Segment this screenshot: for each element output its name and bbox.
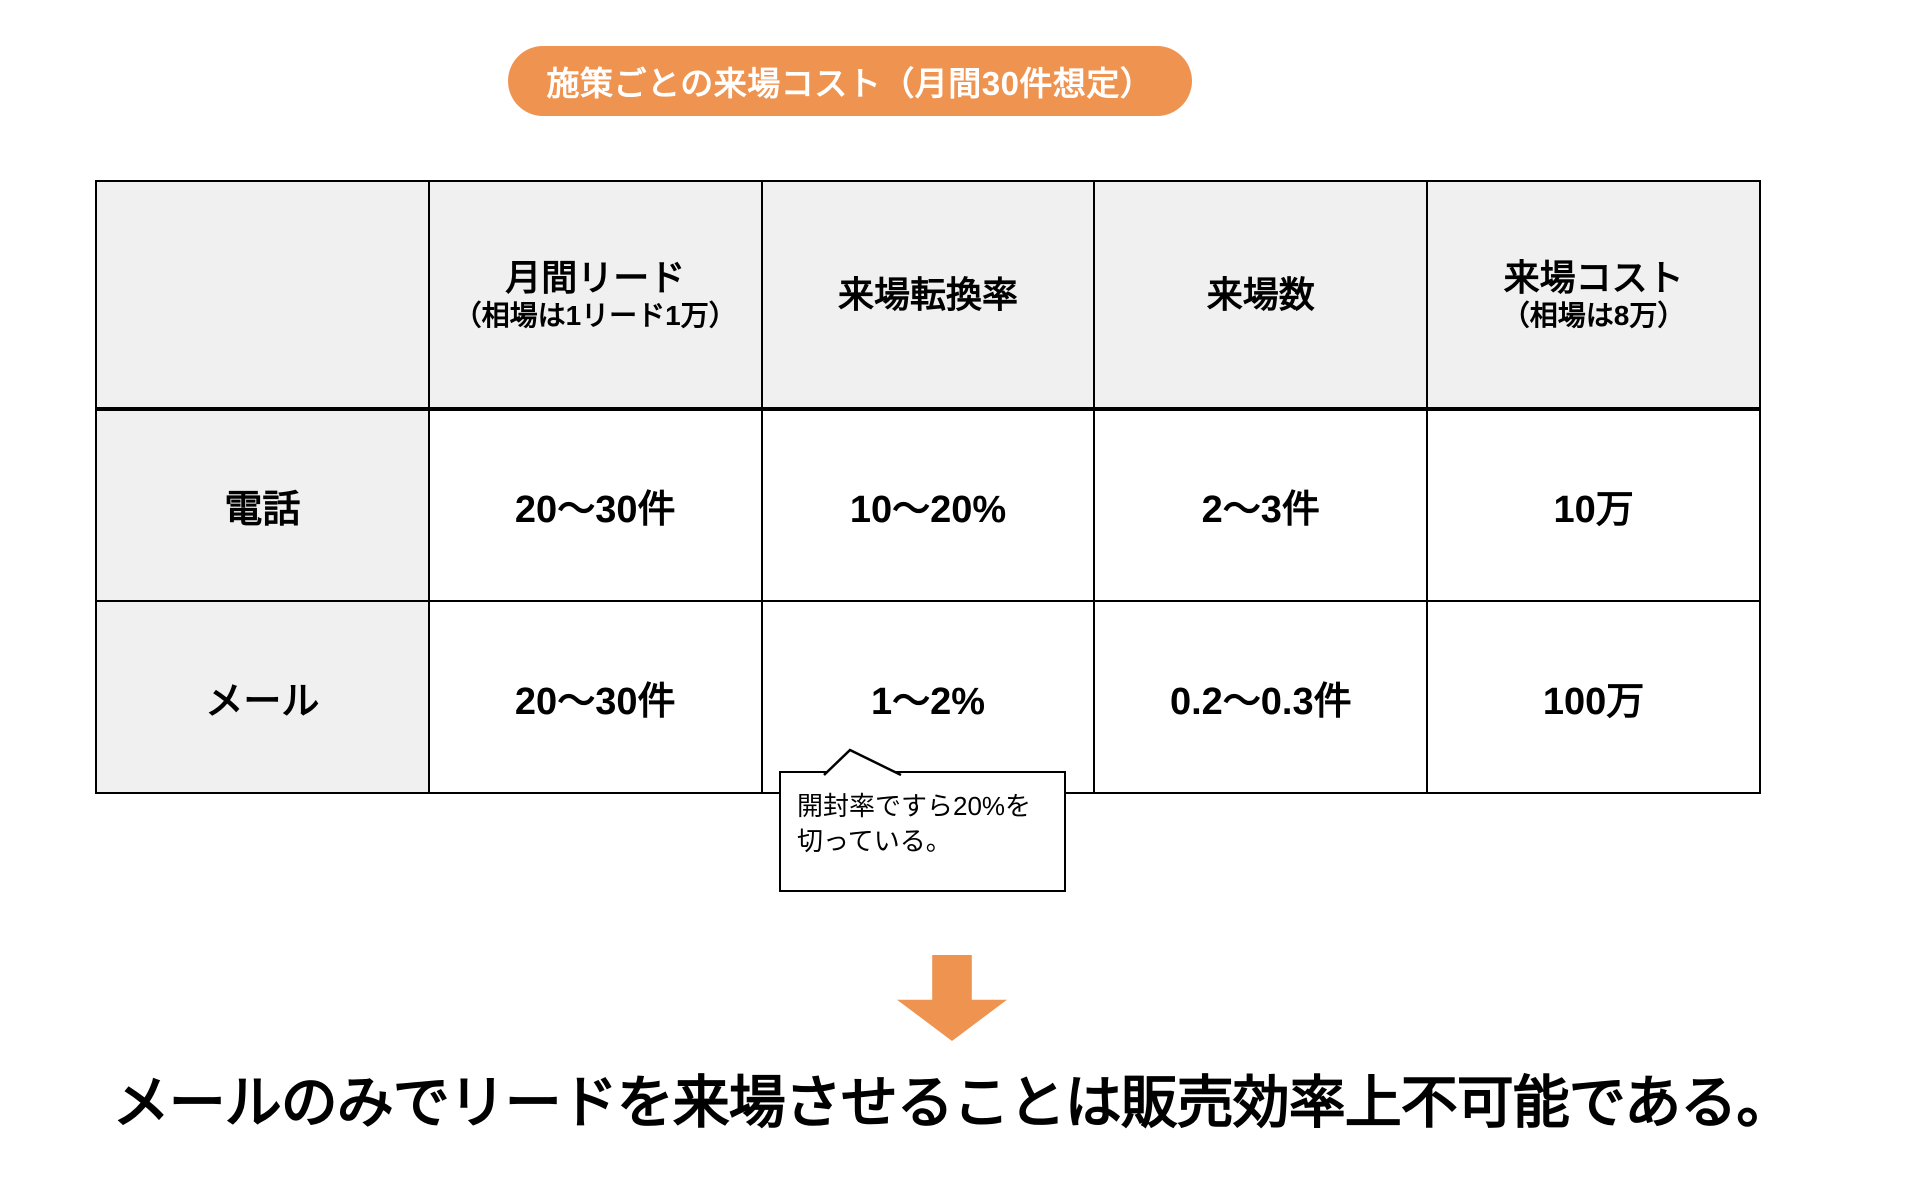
table-row-phone: 電話 20～30件 10～20% 2～3件 10万 bbox=[95, 408, 1761, 602]
table-cell: 100万 bbox=[1426, 600, 1761, 794]
table-cell: 0.2～0.3件 bbox=[1093, 600, 1429, 794]
header-row: 月間リード （相場は1リード1万） 来場転換率 来場数 来場コスト （相場は8万… bbox=[95, 180, 1761, 411]
table-cell: 20～30件 bbox=[427, 600, 763, 794]
column-header-title: 来場コスト bbox=[1503, 257, 1684, 299]
column-header-monthly-leads: 月間リード （相場は1リード1万） bbox=[427, 180, 763, 411]
column-header-visit-cost: 来場コスト （相場は8万） bbox=[1426, 180, 1761, 411]
table-cell: 1～2% bbox=[760, 600, 1096, 794]
row-label: 電話 bbox=[95, 408, 430, 602]
column-header-visit-count: 来場数 bbox=[1093, 180, 1429, 411]
column-header-subtitle: （相場は1リード1万） bbox=[453, 300, 737, 332]
title-banner-label: 施策ごとの来場コスト（月間30件想定） bbox=[546, 65, 1154, 102]
callout-tail-icon bbox=[823, 748, 902, 776]
cost-table: 月間リード （相場は1リード1万） 来場転換率 来場数 来場コスト （相場は8万… bbox=[95, 180, 1761, 794]
cost-table-wrap: 月間リード （相場は1リード1万） 来場転換率 来場数 来場コスト （相場は8万… bbox=[95, 180, 1761, 794]
conclusion-block: メールのみでリードを来場させることは販売効率上不可能である。 bbox=[0, 1057, 1905, 1139]
row-label: メール bbox=[95, 600, 430, 794]
corner-cell bbox=[95, 180, 430, 411]
title-banner: 施策ごとの来場コスト（月間30件想定） bbox=[508, 46, 1192, 116]
table-cell: 10～20% bbox=[760, 408, 1096, 602]
table-cell: 2～3件 bbox=[1093, 408, 1429, 602]
table-row-mail: メール 20～30件 1～2% 0.2～0.3件 100万 bbox=[95, 600, 1761, 794]
cost-table-body: 電話 20～30件 10～20% 2～3件 10万 メール 20～30件 1～2… bbox=[95, 408, 1761, 794]
column-header-visit-conversion-rate: 来場転換率 bbox=[760, 180, 1096, 411]
column-header-title: 来場転換率 bbox=[837, 273, 1018, 315]
conclusion-text: メールのみでリードを来場させることは販売効率上不可能である。 bbox=[112, 1071, 1793, 1135]
column-header-title: 月間リード bbox=[505, 257, 686, 299]
cost-table-header: 月間リード （相場は1リード1万） 来場転換率 来場数 来場コスト （相場は8万… bbox=[95, 180, 1761, 411]
table-cell: 20～30件 bbox=[427, 408, 763, 602]
down-arrow-icon bbox=[897, 955, 1007, 1041]
callout-text-line1: 開封率ですら20%を bbox=[797, 791, 1032, 821]
callout-note: 開封率ですら20%を 切っている。 bbox=[779, 748, 1066, 892]
callout-text-line2: 切っている。 bbox=[797, 826, 952, 857]
table-cell: 10万 bbox=[1426, 408, 1761, 602]
column-header-subtitle: （相場は8万） bbox=[1501, 300, 1686, 332]
column-header-title: 来場数 bbox=[1206, 273, 1315, 315]
